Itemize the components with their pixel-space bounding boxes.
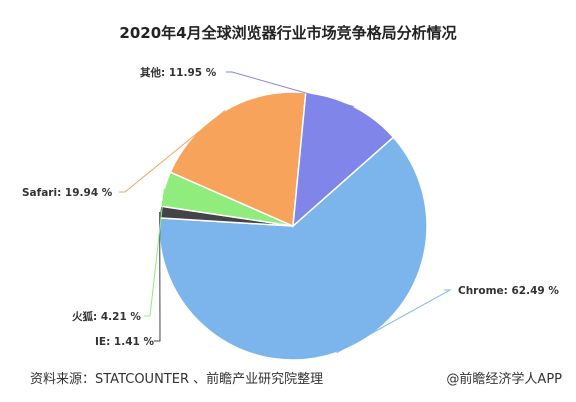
- pie-labels: Chrome: 62.49 % IE: 1.41 % 火狐: 4.21 % Safar…: [22, 66, 559, 354]
- pie-connector-0: [336, 289, 452, 354]
- pie-connector-3: [119, 110, 226, 193]
- pie-label-2: 火狐: 4.21 %: [72, 310, 141, 323]
- pie-slice-0: [158, 136, 428, 361]
- pie-connector-4: [226, 71, 354, 108]
- pie-label-3: Safari: 19.94 %: [22, 187, 113, 199]
- source-note: 资料来源：STATCOUNTER 、前瞻产业研究院整理: [30, 372, 324, 387]
- pie-label-4: 其他: 11.95 %: [140, 66, 217, 79]
- pie-label-1: IE: 1.41 %: [95, 336, 154, 348]
- pie-connector-2: [144, 188, 165, 317]
- pie-label-0: Chrome: 62.49 %: [458, 285, 559, 297]
- chart-title: 2020年4月全球浏览器行业市场竞争格局分析情况: [119, 24, 457, 42]
- credit-note: @前瞻经济学人APP: [446, 372, 562, 387]
- pie-connector-1: [154, 211, 161, 342]
